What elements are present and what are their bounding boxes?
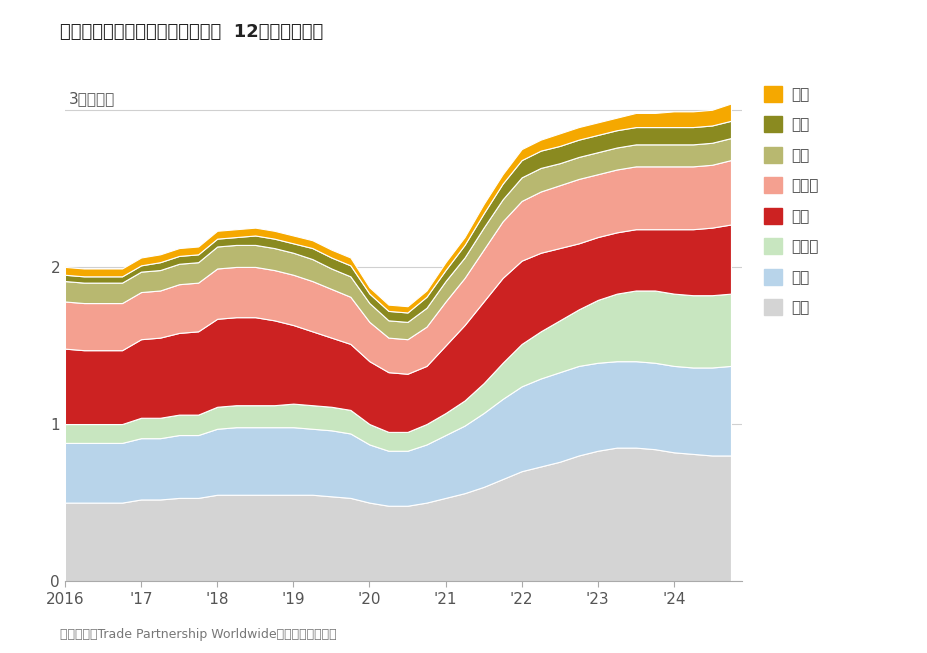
Text: 数据来源：Trade Partnership Worldwide，美国人口普查局: 数据来源：Trade Partnership Worldwide，美国人口普查局 xyxy=(60,628,337,641)
Text: 3万亿美元: 3万亿美元 xyxy=(69,91,115,106)
Legend: 印度, 越南, 日本, 加拿大, 中国, 墨西哥, 欧盟, 其他: 印度, 越南, 日本, 加拿大, 中国, 墨西哥, 欧盟, 其他 xyxy=(763,86,818,315)
Text: 按来源国统计的美国商品进口额，  12个月滚动总额: 按来源国统计的美国商品进口额， 12个月滚动总额 xyxy=(60,23,324,41)
